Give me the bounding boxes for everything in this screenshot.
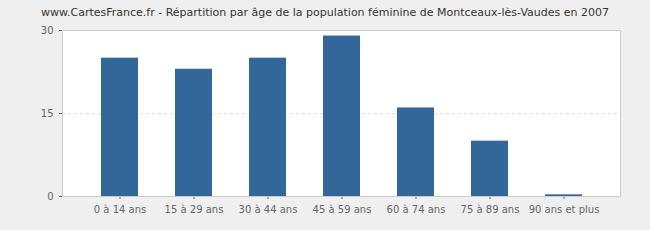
svg-text:60 à 74 ans: 60 à 74 ans — [387, 204, 446, 215]
svg-text:15: 15 — [41, 108, 54, 119]
svg-text:45 à 59 ans: 45 à 59 ans — [313, 204, 372, 215]
svg-text:75 à 89 ans: 75 à 89 ans — [461, 204, 520, 215]
svg-text:90 ans et plus: 90 ans et plus — [529, 204, 600, 215]
svg-text:30: 30 — [41, 25, 54, 36]
svg-text:0: 0 — [47, 191, 53, 202]
html-text:www.CartesFrance.fr - Répartit: www.CartesFrance.fr - Répartition par âg… — [41, 6, 609, 19]
svg-text:15 à 29 ans: 15 à 29 ans — [165, 204, 224, 215]
svg-text:0 à 14 ans: 0 à 14 ans — [94, 204, 146, 215]
svg-text:30 à 44 ans: 30 à 44 ans — [239, 204, 298, 215]
